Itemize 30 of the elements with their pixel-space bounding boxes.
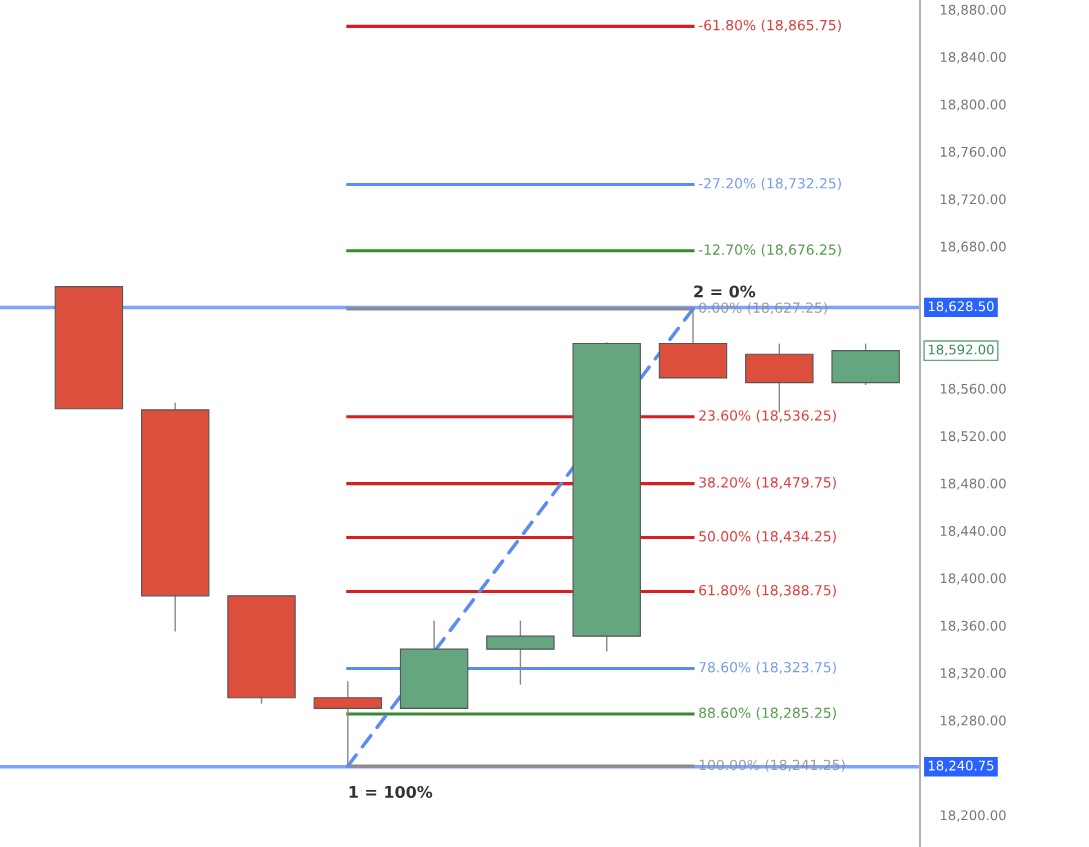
y-tick-label: 18,480.00 (940, 478, 1006, 490)
series-label: 50.00% (18,434.25) (699, 530, 836, 544)
y-tick-label: 18,880.00 (940, 4, 1006, 17)
y-tick-label: 18,760.00 (940, 146, 1006, 159)
annotation: 1 = 100% (349, 785, 433, 798)
series-label: 88.60% (18,285.25) (699, 707, 836, 720)
y-tick-label: 18,560.00 (940, 383, 1006, 396)
y-tick-label: 18,200.00 (940, 810, 1006, 822)
y-tick-label: 18,280.00 (940, 715, 1006, 727)
y-tick-label: 18,520.00 (940, 431, 1006, 443)
series-label: 38.20% (18,479.75) (699, 476, 836, 490)
y-tick-label: 18,400.00 (940, 573, 1006, 585)
series-label: 78.60% (18,323.75) (699, 661, 836, 675)
candlestick (313, 680, 383, 767)
y-tick-label: 18,720.00 (940, 194, 1006, 206)
ref-line-label: 18,240.75 (928, 760, 994, 772)
y-tick-label: 18,680.00 (940, 241, 1006, 253)
y-tick-label: 18,360.00 (940, 620, 1006, 633)
series-label: 61.80% (18,388.75) (699, 584, 836, 598)
y-tick-label: 18,320.00 (940, 668, 1006, 680)
series-label: -61.80% (18,865.75) (698, 19, 841, 33)
y-tick-label: 18,800.00 (940, 99, 1006, 111)
y-tick-label: 18,440.00 (940, 525, 1006, 538)
series-label: 23.60% (18,536.25) (699, 409, 836, 423)
y-tick-label: 18,840.00 (940, 52, 1006, 64)
annotation: 2 = 0% (694, 285, 756, 298)
series-label: -12.70% (18,676.25) (698, 244, 841, 257)
series-label: -27.20% (18,732.25) (698, 177, 841, 191)
ref-line-label: 18,628.50 (928, 301, 994, 313)
text: 18,592.00 (928, 344, 994, 356)
